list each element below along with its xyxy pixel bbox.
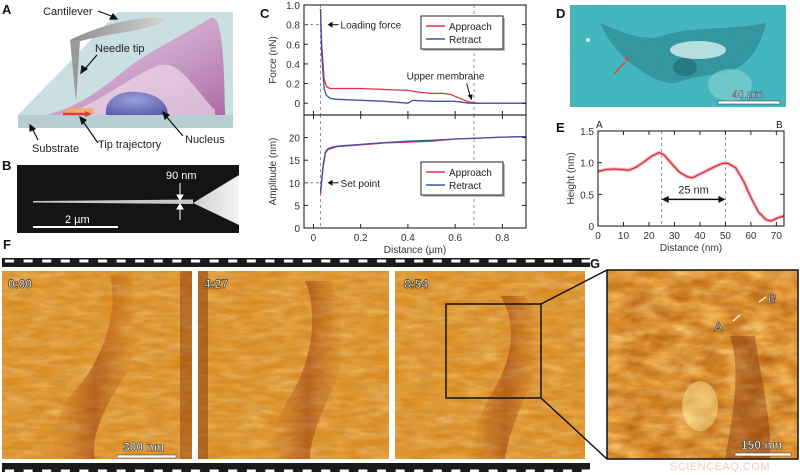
film-strip-bottom: [2, 463, 590, 472]
y-tick-label: 15: [289, 156, 301, 167]
legend-item: Approach: [449, 168, 492, 179]
annotation-upper-membrane: Upper membrane: [407, 71, 485, 82]
annotation-loading-force: Loading force: [341, 21, 402, 32]
zoom-connector-top: [540, 269, 608, 305]
x-tick-label: 0.2: [354, 233, 368, 244]
y-tick-label: 0.4: [286, 60, 300, 71]
marker-b-arrow: [758, 296, 767, 303]
needle-tip-label: Needle tip: [95, 43, 145, 55]
y-tick-label: 10: [289, 179, 301, 190]
nucleus-shape: [105, 91, 168, 115]
panel-label-c: C: [260, 6, 270, 21]
chart-legend: [420, 161, 504, 196]
y-axis-label: Amplitude (nm): [268, 138, 279, 206]
x-tick-label: 0.8: [495, 233, 509, 244]
panel-label-a: A: [2, 2, 12, 17]
x-axis-label: Distance (µm): [384, 245, 446, 256]
marker-b-label: B: [768, 291, 777, 306]
y-tick-label: 20: [289, 134, 301, 145]
y-tick-label: 0: [294, 224, 300, 235]
y-tick-label: 1.0: [286, 1, 300, 12]
afm-frame-3: [395, 271, 585, 459]
E-plot: 0 0.5 1.0 1.5 0 10 20 30 40 50 60 70 Height (nm) Dist…: [566, 120, 785, 254]
annotation-set-point: Set point: [341, 179, 381, 190]
nanoneedle-shape: [33, 199, 193, 204]
afm-schematic: Cantilever Needle tip Nucleus Substrate …: [18, 6, 233, 155]
zoom-connector-bottom: [540, 397, 608, 460]
substrate-label: Substrate: [32, 143, 79, 155]
legend-item: Approach: [449, 22, 492, 33]
x-tick-label: 0: [311, 233, 317, 244]
y-tick-label: 0: [294, 99, 300, 110]
series-approach: [319, 8, 526, 104]
y-tick-label: 0.2: [286, 80, 300, 91]
scale-bar-g-label: 150 nm: [741, 438, 782, 452]
x-tick-label: 0.6: [448, 233, 462, 244]
nucleus-label: Nucleus: [185, 134, 225, 146]
y-axis-label: Force (nN): [268, 36, 279, 84]
C-bottom-plot: 0 5 10 15 20 0 0.2 0.4 0.6 0.8 Amplitude (nm) Dista…: [268, 111, 527, 256]
series-approach: [319, 136, 527, 195]
zoom-region-box: [445, 303, 542, 399]
scale-bar-g: [734, 452, 792, 457]
legend-item: Retract: [449, 181, 481, 192]
tip-trajectory-label: Tip trajectory: [98, 139, 162, 151]
afm-time-series: 0:00 4:27 8:54 300 nm A B 150 nm: [2, 258, 799, 472]
y-tick-label: 0: [588, 222, 594, 233]
x-tick-label: 60: [745, 231, 757, 242]
x-tick-label: 50: [720, 231, 732, 242]
y-tick-label: 5: [294, 201, 300, 212]
chart-legend: [420, 15, 504, 50]
span-label: 25 nm: [678, 184, 709, 196]
x-tick-label: 10: [618, 231, 630, 242]
y-axis-label: Height (nm): [566, 152, 577, 204]
scale-bar-d-label: 40 µm: [732, 89, 763, 101]
x-tick-label: 0.4: [401, 233, 415, 244]
panel-label-g: G: [590, 256, 601, 271]
frame-3-timestamp: 8:54: [404, 277, 428, 291]
x-axis-label: Distance (nm): [660, 243, 722, 254]
y-tick-label: 1.5: [580, 127, 594, 138]
panel-label-b: B: [2, 158, 12, 173]
marker-a-arrow: [732, 314, 741, 322]
series-height-profile: [597, 151, 785, 222]
y-tick-label: 0.8: [286, 21, 300, 32]
cantilever-label: Cantilever: [43, 6, 93, 18]
profile-endpoint-b: B: [776, 120, 783, 131]
legend-item: Retract: [449, 35, 481, 46]
scale-bar-f-label: 300 nm: [123, 440, 164, 454]
x-tick-label: 20: [643, 231, 655, 242]
series-retract: [319, 8, 526, 104]
cell-micrograph: 40 µm: [570, 5, 786, 107]
afm-frame-2: [198, 271, 389, 459]
watermark: SCIENCEAQ.COM: [669, 461, 770, 473]
y-tick-label: 1.0: [580, 159, 594, 170]
scale-bar-f: [116, 454, 177, 459]
y-tick-label: 0.6: [286, 40, 300, 51]
x-tick-label: 70: [771, 231, 783, 242]
frame-2-timestamp: 4:27: [204, 277, 228, 291]
needle-tip-shape: [70, 40, 80, 102]
y-tick-label: 0.5: [580, 190, 594, 201]
needle-width-label: 90 nm: [166, 170, 197, 182]
probe-location-arrow: [613, 61, 626, 75]
panel-label-e: E: [556, 120, 565, 135]
scale-bar-b-label: 2 µm: [65, 214, 90, 226]
film-strip-top: [2, 258, 590, 267]
panel-label-d: D: [556, 6, 566, 21]
sem-needle-image: 90 nm 2 µm: [17, 165, 239, 233]
x-tick-label: 30: [669, 231, 681, 242]
scale-bar-d: [717, 100, 781, 105]
frame-1-timestamp: 0:00: [8, 277, 32, 291]
panel-label-f: F: [3, 237, 11, 252]
afm-zoom-image: [606, 269, 799, 460]
cantilever-shape: [70, 17, 166, 43]
marker-a-label: A: [714, 319, 723, 334]
afm-frame-1: [2, 271, 192, 459]
x-tick-label: 0: [595, 231, 601, 242]
profile-endpoint-a: A: [596, 120, 603, 131]
series-retract: [319, 136, 527, 192]
x-tick-label: 40: [694, 231, 706, 242]
C-top-plot: 0 0.2 0.4 0.6 0.8 1.0 Force (nN) Approach Retrac…: [268, 1, 527, 116]
